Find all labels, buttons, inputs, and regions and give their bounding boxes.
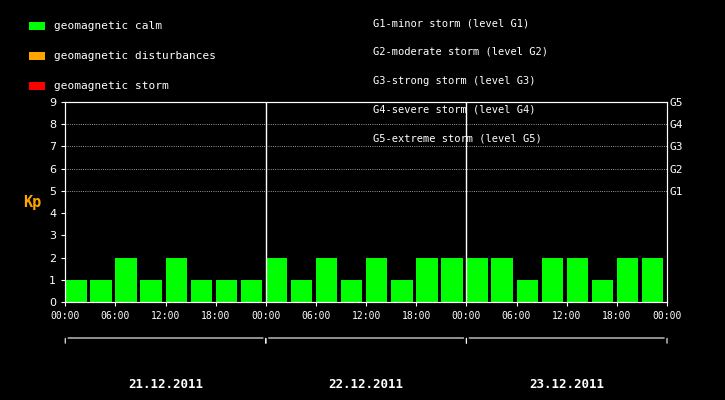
Bar (592, 280, 613, 302)
Bar (216, 280, 237, 302)
Bar (291, 280, 312, 302)
Bar (241, 280, 262, 302)
Text: G3-strong storm (level G3): G3-strong storm (level G3) (373, 76, 536, 86)
Text: G5-extreme storm (level G5): G5-extreme storm (level G5) (373, 133, 542, 143)
Text: Kp: Kp (23, 194, 41, 210)
Text: 22.12.2011: 22.12.2011 (328, 378, 404, 391)
Bar (642, 258, 663, 302)
Bar (341, 280, 362, 302)
Bar (617, 258, 638, 302)
Text: G2-moderate storm (level G2): G2-moderate storm (level G2) (373, 47, 548, 57)
Bar (392, 280, 413, 302)
Bar (466, 258, 488, 302)
Bar (442, 258, 463, 302)
Bar (316, 258, 337, 302)
Text: G4-severe storm (level G4): G4-severe storm (level G4) (373, 104, 536, 114)
Bar (516, 280, 538, 302)
Bar (191, 280, 212, 302)
Bar (115, 258, 137, 302)
Bar (266, 258, 287, 302)
Bar (141, 280, 162, 302)
Bar (416, 258, 438, 302)
Bar (492, 258, 513, 302)
Text: 23.12.2011: 23.12.2011 (529, 378, 604, 391)
Bar (65, 280, 86, 302)
Bar (165, 258, 187, 302)
Bar (542, 258, 563, 302)
Bar (91, 280, 112, 302)
Text: geomagnetic storm: geomagnetic storm (54, 81, 168, 91)
Bar (567, 258, 588, 302)
Text: G1-minor storm (level G1): G1-minor storm (level G1) (373, 18, 530, 28)
Text: geomagnetic disturbances: geomagnetic disturbances (54, 51, 215, 61)
Text: geomagnetic calm: geomagnetic calm (54, 21, 162, 31)
Bar (366, 258, 387, 302)
Text: 21.12.2011: 21.12.2011 (128, 378, 203, 391)
